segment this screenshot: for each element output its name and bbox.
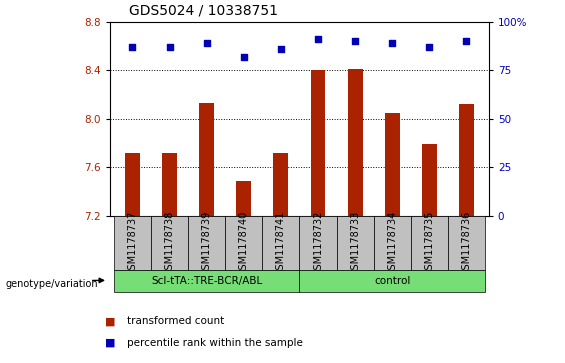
Text: GSM1178736: GSM1178736 — [462, 211, 471, 276]
Bar — [337, 216, 373, 270]
Text: GSM1178734: GSM1178734 — [387, 211, 397, 276]
Point — [276, 46, 285, 52]
Point — [462, 38, 471, 44]
Bar — [385, 113, 399, 216]
Bar — [347, 69, 363, 216]
Text: ■: ■ — [105, 316, 115, 326]
Point — [239, 54, 248, 60]
Text: GSM1178739: GSM1178739 — [202, 211, 212, 276]
Point — [202, 40, 211, 46]
Text: GSM1178741: GSM1178741 — [276, 211, 286, 276]
Bar — [411, 216, 448, 270]
Text: GSM1178737: GSM1178737 — [128, 211, 137, 276]
Bar — [114, 270, 299, 292]
Bar — [151, 216, 188, 270]
Bar — [199, 103, 214, 216]
Bar — [311, 70, 325, 216]
Point — [425, 44, 434, 50]
Bar — [373, 216, 411, 270]
Text: genotype/variation: genotype/variation — [6, 279, 98, 289]
Bar — [188, 216, 225, 270]
Bar — [225, 216, 262, 270]
Bar — [422, 144, 437, 216]
Text: ■: ■ — [105, 338, 115, 348]
Bar — [459, 104, 474, 216]
Point — [351, 38, 360, 44]
Text: GSM1178735: GSM1178735 — [424, 211, 434, 276]
Text: percentile rank within the sample: percentile rank within the sample — [127, 338, 303, 348]
Text: GDS5024 / 10338751: GDS5024 / 10338751 — [129, 4, 278, 18]
Bar — [299, 216, 337, 270]
Text: GSM1178732: GSM1178732 — [313, 211, 323, 276]
Bar — [273, 153, 288, 216]
Point — [128, 44, 137, 50]
Point — [314, 36, 323, 42]
Text: GSM1178733: GSM1178733 — [350, 211, 360, 276]
Point — [165, 44, 174, 50]
Text: control: control — [374, 276, 410, 286]
Bar — [448, 216, 485, 270]
Bar — [114, 216, 151, 270]
Text: GSM1178738: GSM1178738 — [164, 211, 175, 276]
Text: GSM1178740: GSM1178740 — [239, 211, 249, 276]
Bar — [162, 153, 177, 216]
Bar — [299, 270, 485, 292]
Text: Scl-tTA::TRE-BCR/ABL: Scl-tTA::TRE-BCR/ABL — [151, 276, 262, 286]
Bar — [262, 216, 299, 270]
Bar — [236, 181, 251, 216]
Point — [388, 40, 397, 46]
Text: transformed count: transformed count — [127, 316, 224, 326]
Bar — [125, 153, 140, 216]
